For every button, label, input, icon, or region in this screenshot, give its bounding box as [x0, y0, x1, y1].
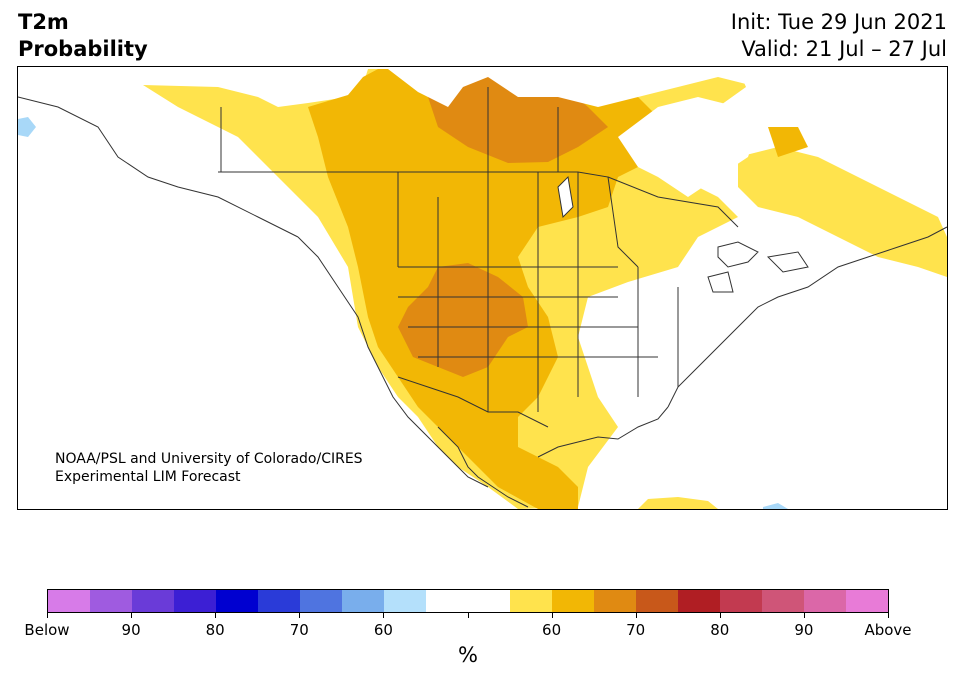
- credit-line-1: NOAA/PSL and University of Colorado/CIRE…: [55, 451, 363, 467]
- colorbar-tick: [131, 612, 133, 618]
- colorbar-cell: [300, 590, 342, 612]
- credit-line-2: Experimental LIM Forecast: [55, 469, 241, 485]
- init-date: Init: Tue 29 Jun 2021: [730, 10, 947, 34]
- shading-layer: [18, 69, 947, 509]
- canada-us-border: [218, 171, 639, 268]
- colorbar-cell: [174, 590, 216, 612]
- colorbar-cell: [216, 590, 258, 612]
- colorbar-tick: [888, 612, 889, 618]
- colorbar-cell: [720, 590, 762, 612]
- colorbar-cell: [468, 590, 510, 612]
- colorbar-tick: [299, 612, 301, 618]
- colorbar-tick-label: Below: [24, 621, 70, 639]
- shade-orange-rockies: [398, 263, 528, 377]
- colorbar-unit: %: [458, 643, 478, 667]
- colorbar-tick-label: Above: [864, 621, 912, 639]
- colorbar-cell: [594, 590, 636, 612]
- colorbar-tick: [719, 612, 721, 618]
- colorbar-cell: [636, 590, 678, 612]
- shade-yellow-east: [738, 147, 947, 277]
- lake-winnipeg: [557, 175, 574, 219]
- colorbar-cell: [132, 590, 174, 612]
- shade-yellow-gulf: [638, 497, 718, 509]
- colorbar-tick: [635, 612, 637, 618]
- arctic-islands: [388, 69, 947, 147]
- title-line-2: Probability: [18, 37, 148, 61]
- colorbar: [47, 589, 889, 613]
- alaska-coast: [18, 96, 299, 238]
- map-title: T2m Probability: [18, 9, 148, 63]
- province-line-4: [607, 176, 739, 228]
- colorbar-cell: [426, 590, 468, 612]
- colorbar-tick: [803, 612, 805, 618]
- colorbar-tick-label: 70: [626, 621, 646, 639]
- colorbar-tick-label: 70: [289, 621, 309, 639]
- colorbar-tick-label: 80: [205, 621, 225, 639]
- mexico-coast: [437, 426, 529, 508]
- forecast-dates: Init: Tue 29 Jun 2021 Valid: 21 Jul – 27…: [731, 9, 947, 63]
- credit-note: NOAA/PSL and University of Colorado/CIRE…: [55, 450, 363, 486]
- colorbar-cell: [510, 590, 552, 612]
- colorbar-cell: [90, 590, 132, 612]
- colorbar-tick: [47, 612, 48, 618]
- colorbar-cell: [258, 590, 300, 612]
- shade-blue-caribbean: [763, 503, 788, 509]
- colorbar-cell: [762, 590, 804, 612]
- colorbar-tick: [383, 612, 385, 618]
- shade-gold-labrador: [768, 127, 808, 157]
- colorbar-tick-label: 60: [373, 621, 393, 639]
- valid-period: Valid: 21 Jul – 27 Jul: [741, 37, 947, 61]
- colorbar-cell: [846, 590, 888, 612]
- colorbar-cell: [384, 590, 426, 612]
- great-lakes: [707, 241, 809, 293]
- colorbar-cell: [804, 590, 846, 612]
- coastline-layer: [18, 87, 947, 508]
- forecast-map: [17, 66, 948, 510]
- colorbar-ticks: [47, 612, 889, 620]
- map-svg: [18, 69, 947, 509]
- colorbar-cell: [48, 590, 90, 612]
- title-line-1: T2m: [18, 10, 69, 34]
- shade-blue-alaska: [18, 117, 36, 137]
- colorbar-cell: [552, 590, 594, 612]
- colorbar-tick-label: 60: [542, 621, 562, 639]
- colorbar-tick: [467, 612, 469, 618]
- gulf-coast: [537, 406, 669, 458]
- colorbar-tick-label: 90: [121, 621, 141, 639]
- colorbar-tick: [215, 612, 217, 618]
- colorbar-cell: [342, 590, 384, 612]
- colorbar-tick-label: 90: [794, 621, 814, 639]
- us-mexico-border: [397, 376, 549, 428]
- east-coast: [667, 226, 947, 408]
- colorbar-tick: [551, 612, 553, 618]
- west-coast: [297, 236, 489, 488]
- lakes-layer: [557, 175, 809, 293]
- colorbar-cell: [678, 590, 720, 612]
- hudson-bay: [618, 97, 758, 197]
- colorbar-tick-label: 80: [710, 621, 730, 639]
